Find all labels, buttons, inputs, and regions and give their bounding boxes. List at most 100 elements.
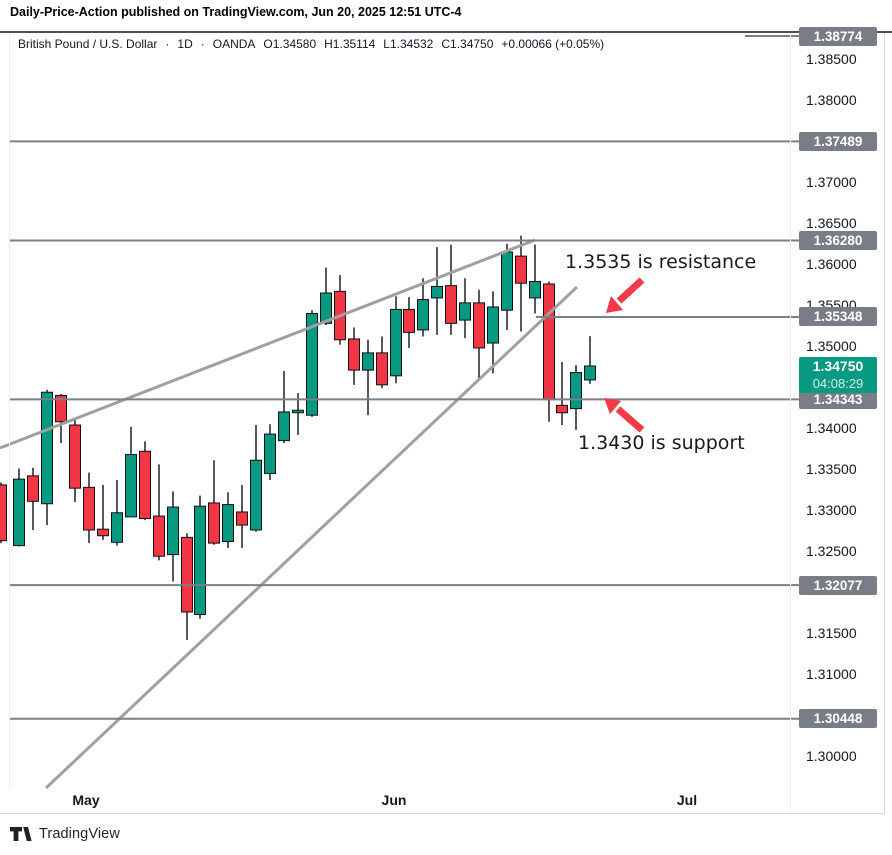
text-annotation-support: 1.3430 is support bbox=[578, 432, 745, 454]
current-price-value: 1.34750 bbox=[812, 358, 864, 374]
candle-body-up bbox=[41, 391, 53, 505]
price-axis-label: 1.31000 bbox=[806, 665, 857, 682]
candle-body-up bbox=[390, 308, 402, 377]
support-arrow bbox=[615, 406, 645, 433]
price-axis-label: 1.33500 bbox=[806, 460, 857, 477]
price-level-badge: 1.36280 bbox=[799, 231, 877, 251]
interval-label: 1D bbox=[177, 37, 193, 51]
candle-body-down bbox=[181, 536, 193, 613]
price-axis-separator bbox=[790, 33, 791, 814]
candle-body-down bbox=[515, 255, 527, 284]
candle-body-up bbox=[278, 411, 290, 442]
price-level-badge: 1.37489 bbox=[799, 131, 877, 151]
price-axis-label: 1.37000 bbox=[806, 173, 857, 190]
separator-dot: · bbox=[165, 37, 170, 51]
price-level-badge: 1.30448 bbox=[799, 709, 877, 729]
time-axis-label: May bbox=[72, 792, 100, 808]
tradingview-logo[interactable]: TradingView bbox=[10, 826, 120, 842]
candle-body-down bbox=[473, 302, 485, 349]
chart-area: British Pound / U.S. Dollar · 1D · OANDA… bbox=[0, 26, 892, 814]
candle-body-down bbox=[83, 486, 95, 531]
time-axis-label: Jun bbox=[381, 792, 407, 808]
price-axis-label: 1.30000 bbox=[806, 747, 857, 764]
candle-body-up bbox=[306, 313, 318, 416]
candle-body-down bbox=[348, 338, 360, 371]
price-level-badge: 1.38774 bbox=[799, 26, 877, 46]
price-axis-label: 1.36500 bbox=[806, 214, 857, 231]
candle-body-up bbox=[292, 409, 304, 414]
ohlc-close: C1.34750 bbox=[441, 37, 494, 51]
candle-body-up bbox=[125, 454, 137, 518]
ohlc-change: +0.00066 (+0.05%) bbox=[501, 37, 605, 51]
candle-body-up bbox=[167, 506, 179, 556]
candle-body-up bbox=[570, 372, 582, 410]
chart-pane[interactable] bbox=[0, 33, 892, 814]
trendline bbox=[44, 285, 579, 790]
price-level-badge: 1.35348 bbox=[799, 307, 877, 327]
candle-body-down bbox=[69, 424, 81, 489]
candle-body-down bbox=[403, 308, 415, 333]
current-price-badge: 1.34750 04:08:29 bbox=[799, 357, 877, 393]
resistance-arrow bbox=[616, 277, 645, 304]
price-axis-label: 1.33000 bbox=[806, 501, 857, 518]
candle-body-down bbox=[139, 450, 151, 520]
candle-body-down bbox=[556, 404, 568, 414]
separator-dot: · bbox=[200, 37, 205, 51]
candle-body-up bbox=[431, 285, 443, 299]
chart-right-border bbox=[884, 33, 885, 814]
ohlc-high: H1.35114 bbox=[324, 37, 376, 51]
time-axis[interactable]: May Jun Jul bbox=[0, 788, 790, 814]
attribution-text: Daily-Price-Action published on TradingV… bbox=[10, 5, 462, 19]
candle-body-up bbox=[13, 478, 25, 547]
candle-body-up bbox=[222, 504, 234, 542]
price-axis-label: 1.31500 bbox=[806, 624, 857, 641]
price-level-badge: 1.34343 bbox=[799, 389, 877, 409]
candle-body-down bbox=[27, 475, 39, 502]
candle-body-up bbox=[194, 505, 206, 615]
candle-body-up bbox=[250, 459, 262, 531]
candle-body-up bbox=[320, 292, 332, 324]
candle-body-up bbox=[362, 352, 374, 371]
symbol-header: British Pound / U.S. Dollar · 1D · OANDA… bbox=[18, 37, 604, 51]
price-axis-label: 1.38000 bbox=[806, 91, 857, 108]
candle-body-down bbox=[97, 528, 109, 537]
candle-body-up bbox=[584, 365, 596, 381]
candle-body-up bbox=[529, 281, 541, 299]
price-axis-label: 1.32500 bbox=[806, 542, 857, 559]
candle-body-down bbox=[376, 352, 388, 386]
candle-body-up bbox=[501, 251, 513, 311]
resistance-arrow-head bbox=[606, 296, 623, 313]
candle-body-up bbox=[459, 302, 471, 321]
text-annotation-resistance: 1.3535 is resistance bbox=[565, 251, 757, 273]
price-axis[interactable]: 1.38500 1.38000 1.37000 1.36500 1.36000 1.355… bbox=[790, 26, 892, 814]
exchange-label: OANDA bbox=[212, 37, 256, 51]
price-axis-label: 1.38500 bbox=[806, 50, 857, 67]
candle-body-down bbox=[0, 484, 7, 542]
ohlc-low: L1.34532 bbox=[383, 37, 434, 51]
price-axis-label: 1.36000 bbox=[806, 255, 857, 272]
candle-body-up bbox=[487, 306, 499, 344]
price-level-badge: 1.32077 bbox=[799, 575, 877, 595]
candle-body-up bbox=[417, 299, 429, 331]
top-divider bbox=[0, 31, 892, 33]
tradingview-logo-icon bbox=[10, 827, 32, 841]
chart-left-border bbox=[9, 33, 10, 788]
candle-body-down bbox=[543, 283, 555, 401]
price-axis-label: 1.35000 bbox=[806, 337, 857, 354]
candle-body-down bbox=[55, 395, 67, 423]
candle-body-up bbox=[111, 512, 123, 543]
bar-countdown: 04:08:29 bbox=[812, 376, 864, 391]
support-arrow-head bbox=[604, 398, 621, 414]
candle-body-down bbox=[153, 515, 165, 557]
symbol-name: British Pound / U.S. Dollar bbox=[18, 37, 158, 51]
tradingview-wordmark: TradingView bbox=[39, 826, 120, 842]
ohlc-open: O1.34580 bbox=[263, 37, 317, 51]
price-axis-label: 1.34000 bbox=[806, 419, 857, 436]
candle-body-down bbox=[236, 511, 248, 526]
trendline bbox=[0, 238, 536, 450]
candle-body-up bbox=[264, 433, 276, 474]
candle-body-down bbox=[445, 285, 457, 324]
time-axis-label: Jul bbox=[676, 792, 698, 808]
candle-body-down bbox=[208, 502, 220, 544]
